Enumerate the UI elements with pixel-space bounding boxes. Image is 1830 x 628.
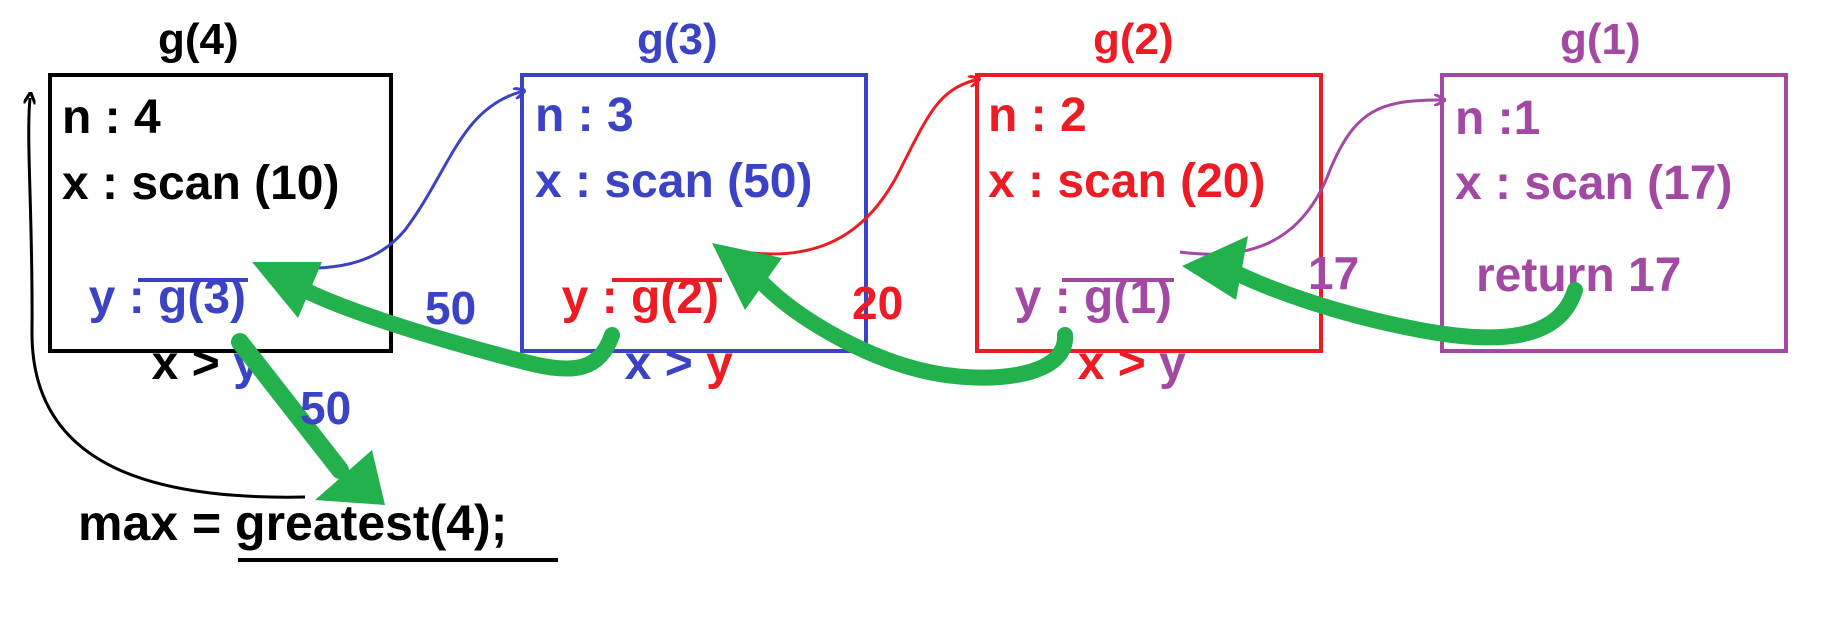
call-arrow-g2-to-g1	[1179, 100, 1440, 256]
frame-title-g4: g(4)	[158, 15, 239, 64]
frame-box-g4	[48, 73, 393, 353]
g2-n-line: n : 2	[988, 89, 1087, 142]
return-value-g2-to-g3: 20	[852, 277, 904, 329]
g2-call-underline	[1062, 278, 1174, 282]
call-arrow-main-to-g4	[29, 98, 306, 499]
return-arrow-g2-to-g3	[712, 243, 1073, 386]
return-value-g1-to-g2: 17	[1308, 247, 1360, 299]
frame-box-g1	[1440, 73, 1788, 353]
return-arrow-g4-to-main	[231, 333, 385, 505]
call-arrow-g3-to-g2	[727, 80, 975, 256]
frame-title-g3: g(3)	[637, 15, 718, 64]
g3-compare-y: y	[706, 337, 733, 390]
g4-x-line: x : scan (10)	[62, 157, 340, 210]
g4-call-underline	[138, 278, 248, 282]
g2-compare-line: x > y	[1051, 292, 1186, 388]
call-arrow-g4-to-g3	[261, 92, 520, 270]
g3-compare-line: x > y	[598, 292, 733, 388]
g2-x-line: x : scan (20)	[988, 155, 1266, 208]
g2-y-label: y :	[1014, 271, 1085, 324]
main-call: max = greatest(4);	[78, 495, 508, 551]
g3-call-underline	[612, 278, 722, 282]
frame-box-g2	[975, 73, 1323, 353]
g4-y-label: y :	[88, 271, 159, 324]
g4-n-line: n : 4	[62, 91, 161, 144]
g2-compare-y: y	[1159, 337, 1186, 390]
return-value-g3-to-g4: 50	[425, 282, 477, 334]
g1-return-line: return 17	[1476, 249, 1682, 302]
frame-title-g2: g(2)	[1093, 15, 1174, 64]
g3-compare-x: x >	[624, 337, 707, 390]
return-arrow-g3-to-g4	[252, 262, 620, 377]
g3-x-line: x : scan (50)	[535, 155, 813, 208]
g2-compare-x: x >	[1077, 337, 1160, 390]
return-arrow-g1-to-g2	[1182, 236, 1583, 346]
main-call-underline	[238, 558, 558, 562]
return-value-g4-to-main: 50	[300, 382, 352, 434]
g1-x-line: x : scan (17)	[1455, 157, 1733, 210]
g1-n-line: n :1	[1455, 92, 1541, 145]
g4-compare-x: x >	[151, 337, 234, 390]
g3-y-label: y :	[561, 271, 632, 324]
g3-n-line: n : 3	[535, 89, 634, 142]
frame-box-g3	[520, 73, 868, 353]
frame-title-g1: g(1)	[1560, 15, 1641, 64]
